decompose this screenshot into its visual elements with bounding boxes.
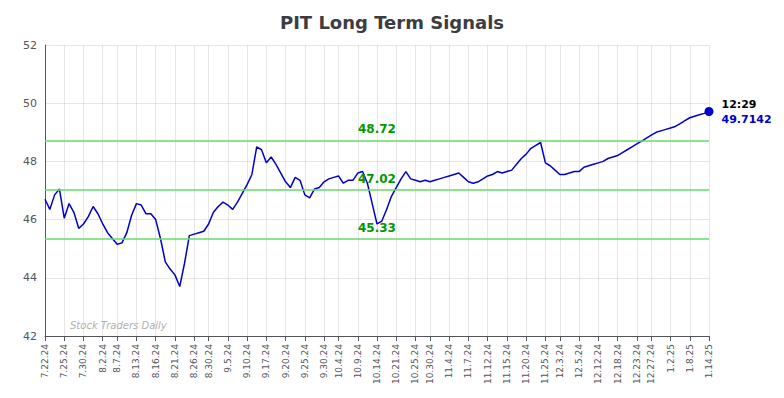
svg-text:11.4.24: 11.4.24 bbox=[444, 344, 454, 379]
svg-text:1.14.25: 1.14.25 bbox=[704, 344, 714, 378]
svg-text:1.8.25: 1.8.25 bbox=[685, 344, 695, 373]
svg-text:10.4.24: 10.4.24 bbox=[334, 344, 344, 379]
svg-text:9.20.24: 9.20.24 bbox=[281, 344, 291, 379]
svg-text:10.9.24: 10.9.24 bbox=[353, 344, 363, 379]
svg-text:10.30.24: 10.30.24 bbox=[425, 344, 435, 384]
svg-text:11.7.24: 11.7.24 bbox=[463, 344, 473, 379]
svg-text:9.10.24: 9.10.24 bbox=[242, 344, 252, 379]
svg-text:12.27.24: 12.27.24 bbox=[646, 344, 656, 384]
svg-text:45.33: 45.33 bbox=[358, 221, 396, 235]
svg-text:8.30.24: 8.30.24 bbox=[204, 344, 214, 379]
svg-text:44: 44 bbox=[23, 271, 37, 284]
svg-text:7.22.24: 7.22.24 bbox=[40, 344, 50, 379]
svg-text:11.12.24: 11.12.24 bbox=[483, 344, 493, 384]
svg-text:8.21.24: 8.21.24 bbox=[170, 344, 180, 379]
svg-text:12.23.24: 12.23.24 bbox=[632, 344, 642, 384]
svg-text:50: 50 bbox=[23, 97, 37, 110]
svg-text:11.25.24: 11.25.24 bbox=[540, 344, 550, 384]
svg-text:9.30.24: 9.30.24 bbox=[319, 344, 329, 379]
svg-text:8.2.24: 8.2.24 bbox=[98, 344, 108, 373]
svg-text:10.21.24: 10.21.24 bbox=[391, 344, 401, 384]
svg-text:8.13.24: 8.13.24 bbox=[131, 344, 141, 379]
svg-text:Stock Traders Daily: Stock Traders Daily bbox=[70, 320, 168, 331]
svg-text:7.25.24: 7.25.24 bbox=[59, 344, 69, 379]
svg-text:12:29: 12:29 bbox=[722, 98, 757, 111]
svg-text:12.18.24: 12.18.24 bbox=[613, 344, 623, 384]
svg-text:52: 52 bbox=[23, 39, 37, 52]
svg-text:46: 46 bbox=[23, 213, 37, 226]
svg-text:48: 48 bbox=[23, 155, 37, 168]
svg-text:7.30.24: 7.30.24 bbox=[78, 344, 88, 379]
svg-text:12.5.24: 12.5.24 bbox=[574, 344, 584, 379]
svg-text:8.7.24: 8.7.24 bbox=[112, 344, 122, 373]
svg-text:9.25.24: 9.25.24 bbox=[300, 344, 310, 379]
svg-text:10.25.24: 10.25.24 bbox=[410, 344, 420, 384]
svg-text:42: 42 bbox=[23, 330, 37, 343]
svg-text:8.26.24: 8.26.24 bbox=[189, 344, 199, 379]
svg-text:PIT Long Term Signals: PIT Long Term Signals bbox=[280, 12, 504, 33]
svg-text:12.3.24: 12.3.24 bbox=[555, 344, 565, 379]
svg-text:11.20.24: 11.20.24 bbox=[521, 344, 531, 384]
svg-text:8.16.24: 8.16.24 bbox=[151, 344, 161, 379]
svg-text:11.15.24: 11.15.24 bbox=[502, 344, 512, 384]
svg-text:47.02: 47.02 bbox=[358, 172, 396, 186]
svg-text:49.7142: 49.7142 bbox=[722, 113, 772, 126]
svg-text:12.12.24: 12.12.24 bbox=[593, 344, 603, 384]
svg-text:48.72: 48.72 bbox=[358, 122, 396, 136]
svg-text:10.14.24: 10.14.24 bbox=[372, 344, 382, 384]
svg-text:9.17.24: 9.17.24 bbox=[261, 344, 271, 379]
svg-text:1.2.25: 1.2.25 bbox=[666, 344, 676, 373]
svg-text:9.5.24: 9.5.24 bbox=[223, 344, 233, 373]
